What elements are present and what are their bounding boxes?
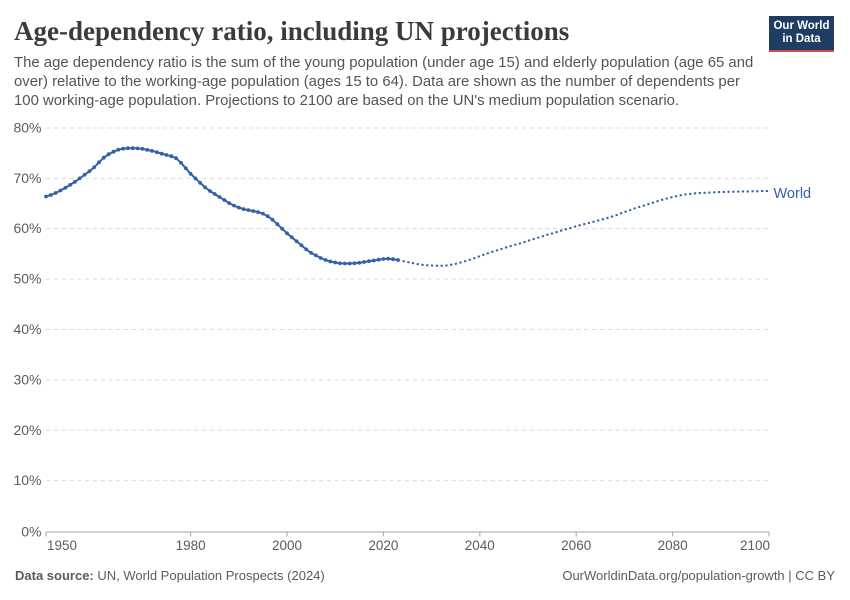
svg-text:2020: 2020 bbox=[368, 538, 398, 553]
svg-text:1950: 1950 bbox=[47, 538, 77, 553]
svg-text:40%: 40% bbox=[13, 321, 41, 337]
svg-text:70%: 70% bbox=[13, 170, 41, 186]
svg-text:2040: 2040 bbox=[465, 538, 495, 553]
svg-text:World: World bbox=[774, 186, 812, 202]
svg-text:0%: 0% bbox=[21, 524, 41, 540]
svg-text:2100: 2100 bbox=[740, 538, 770, 553]
svg-text:2080: 2080 bbox=[658, 538, 688, 553]
svg-text:80%: 80% bbox=[13, 120, 41, 136]
svg-text:2000: 2000 bbox=[272, 538, 302, 553]
svg-text:50%: 50% bbox=[13, 271, 41, 287]
svg-text:1980: 1980 bbox=[176, 538, 206, 553]
svg-text:60%: 60% bbox=[13, 220, 41, 236]
svg-text:2060: 2060 bbox=[561, 538, 591, 553]
svg-text:10%: 10% bbox=[13, 472, 41, 488]
svg-text:20%: 20% bbox=[13, 422, 41, 438]
svg-text:30%: 30% bbox=[13, 371, 41, 387]
